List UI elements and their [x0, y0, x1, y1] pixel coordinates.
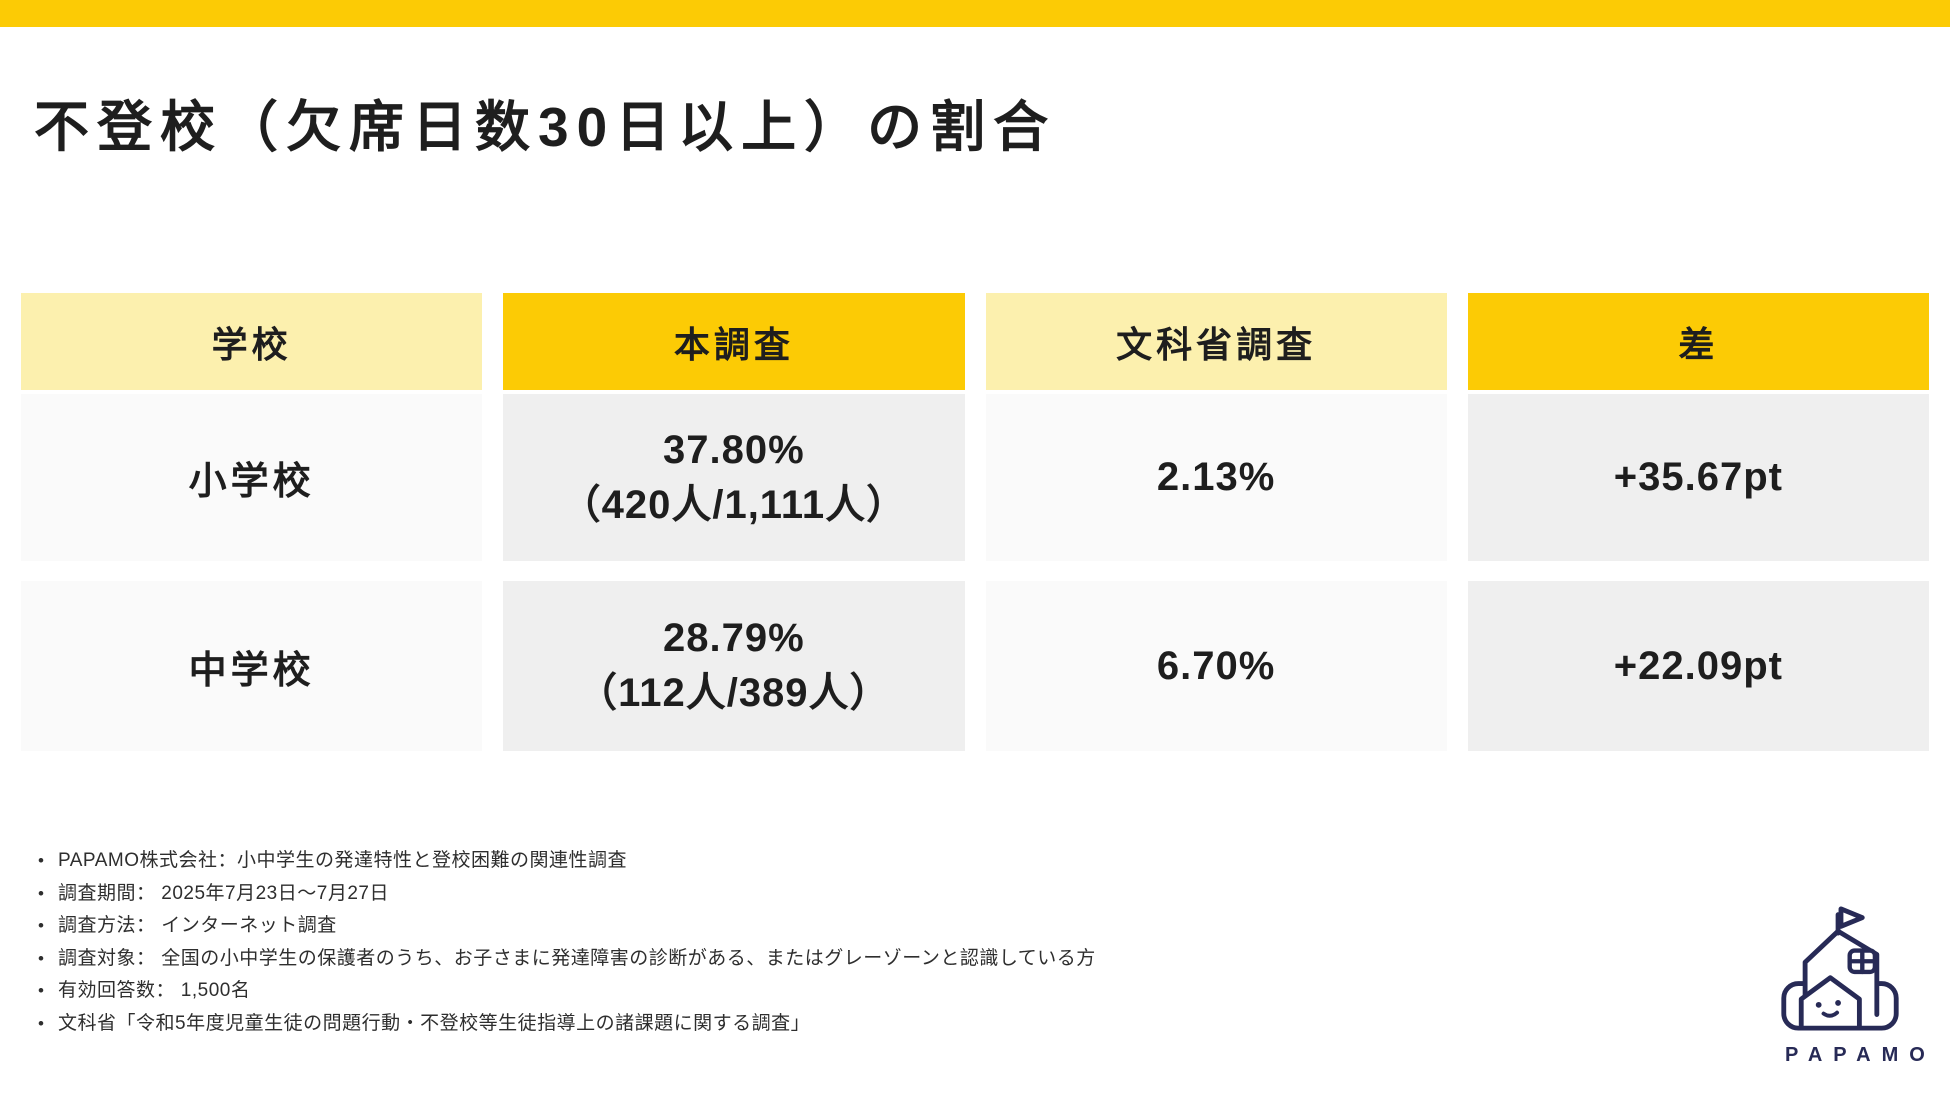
survey-percentage: 28.79% [663, 616, 805, 660]
papamo-logo: PAPAMO [1774, 906, 1936, 1067]
cell-mext-value: 2.13% [985, 394, 1447, 561]
cell-school-name: 中学校 [21, 581, 483, 751]
table-header-row: 学校 本調査 文科省調査 差 [21, 293, 1929, 390]
top-accent-bar [0, 0, 1950, 27]
note-item: 調査期間： 2025年7月23日〜7月27日 [36, 878, 1096, 911]
brand-wordmark: PAPAMO [1785, 1044, 1936, 1066]
note-item: 文科省「令和5年度児童生徒の問題行動・不登校等生徒指導上の諸課題に関する調査」 [36, 1008, 1096, 1041]
cell-this-survey-value: 37.80% （420人/1,111人） [503, 394, 965, 561]
survey-count-detail: （420人/1,111人） [560, 482, 908, 527]
survey-percentage: 37.80% [663, 427, 805, 472]
note-item: 調査対象： 全国の小中学生の保護者のうち、お子さまに発達障害の診断がある、または… [36, 943, 1096, 976]
cell-difference-value: +35.67pt [1467, 394, 1929, 561]
note-item: PAPAMO株式会社：小中学生の発達特性と登校困難の関連性調査 [36, 845, 1096, 878]
survey-count-detail: （112人/389人） [577, 671, 891, 715]
note-item: 調査方法： インターネット調査 [36, 910, 1096, 943]
column-header-this-survey: 本調査 [503, 293, 965, 390]
data-table: 学校 本調査 文科省調査 差 小学校 37.80% （420人/1,111人） … [21, 293, 1929, 751]
table-row-junior-high: 中学校 28.79% （112人/389人） 6.70% +22.09pt [21, 581, 1929, 751]
cell-mext-value: 6.70% [985, 581, 1447, 751]
column-header-school: 学校 [21, 293, 483, 390]
papamo-house-icon [1781, 906, 1899, 1031]
cell-difference-value: +22.09pt [1467, 581, 1929, 751]
table-row-elementary: 小学校 37.80% （420人/1,111人） 2.13% +35.67pt [21, 394, 1929, 561]
note-item: 有効回答数： 1,500名 [36, 975, 1096, 1008]
cell-this-survey-value: 28.79% （112人/389人） [503, 581, 965, 751]
column-header-difference: 差 [1467, 293, 1929, 390]
column-header-mext-survey: 文科省調査 [985, 293, 1447, 390]
cell-school-name: 小学校 [21, 394, 483, 561]
page-title: 不登校（欠席日数30日以上）の割合 [34, 96, 1057, 158]
source-notes: PAPAMO株式会社：小中学生の発達特性と登校困難の関連性調査 調査期間： 20… [36, 845, 1096, 1040]
